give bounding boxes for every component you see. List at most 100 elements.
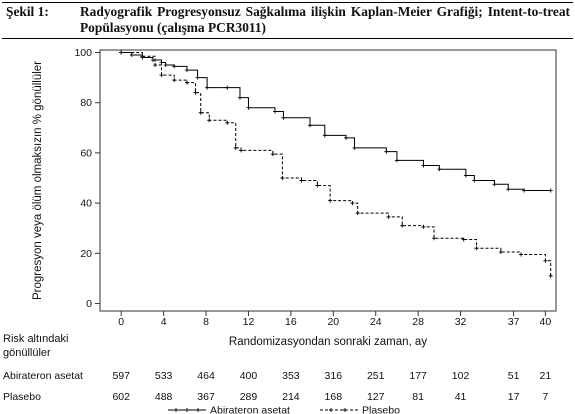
censor-mark — [163, 63, 168, 68]
x-tick-label: 8 — [203, 316, 209, 328]
censor-mark — [352, 145, 357, 150]
risk-value: 316 — [325, 370, 343, 382]
risk-value: 597 — [112, 370, 130, 382]
figure-title: Radyografik Progresyonsuz Sağkalıma iliş… — [80, 4, 570, 35]
risk-value: 127 — [367, 391, 385, 403]
risk-value: 168 — [325, 391, 343, 403]
censor-mark — [140, 54, 145, 59]
x-axis-label: Randomizasyondan sonraki zaman, ay — [229, 336, 427, 348]
censor-mark — [280, 175, 285, 180]
x-tick-label: 37 — [508, 316, 520, 328]
censor-mark — [421, 224, 426, 229]
censor-mark — [506, 187, 511, 192]
risk-value: 81 — [412, 391, 424, 403]
risk-value: 7 — [542, 391, 548, 403]
censor-mark — [315, 183, 320, 188]
censor-mark — [463, 173, 468, 178]
censor-mark — [548, 188, 553, 193]
risk-table-header: gönüllüler — [3, 347, 51, 359]
risk-table-header: Risk altındaki — [3, 333, 68, 345]
x-tick-label: 4 — [161, 316, 167, 328]
top-rule — [2, 2, 573, 3]
censor-mark — [386, 214, 391, 219]
series-line-abiraterone — [121, 52, 551, 192]
legend-label-abiraterone: Abirateron asetat — [210, 405, 290, 414]
censor-mark — [548, 273, 553, 278]
series-line-placebo — [121, 52, 552, 276]
risk-row-label: Plasebo — [3, 391, 41, 403]
censor-mark — [474, 246, 479, 251]
risk-value: 51 — [508, 370, 520, 382]
x-tick-label: 40 — [540, 316, 552, 328]
censor-mark — [233, 145, 238, 150]
risk-value: 251 — [367, 370, 385, 382]
y-tick-label: 100 — [74, 47, 92, 59]
censor-mark — [432, 236, 437, 241]
legend-marker — [174, 408, 178, 412]
y-tick-label: 40 — [80, 198, 92, 210]
x-tick-label: 24 — [370, 316, 382, 328]
risk-row-label: Abirateron asetat — [3, 370, 83, 382]
censor-mark — [239, 148, 244, 153]
legend-label-placebo: Plasebo — [362, 405, 400, 414]
censor-mark — [328, 198, 333, 203]
censor-mark — [159, 60, 164, 65]
x-tick-label: 0 — [118, 316, 124, 328]
risk-value: 400 — [240, 370, 258, 382]
title-bottom-rule — [2, 38, 573, 39]
risk-value: 367 — [197, 391, 215, 403]
censor-mark — [119, 50, 124, 55]
censor-mark — [461, 237, 466, 242]
y-tick-label: 0 — [86, 298, 92, 310]
censor-mark — [184, 68, 189, 73]
x-tick-label: 32 — [455, 316, 467, 328]
censor-mark — [237, 95, 242, 100]
y-tick-label: 60 — [80, 147, 92, 159]
y-tick-label: 80 — [80, 97, 92, 109]
censor-mark — [207, 118, 212, 123]
censor-mark — [153, 63, 158, 68]
censor-mark — [519, 252, 524, 257]
risk-value: 602 — [112, 391, 130, 403]
censor-mark — [246, 105, 251, 110]
y-tick-label: 20 — [80, 248, 92, 260]
risk-value: 464 — [197, 370, 215, 382]
censor-mark — [299, 178, 304, 183]
censor-mark — [355, 211, 360, 216]
legend-marker — [329, 408, 333, 412]
figure-label: Şekil 1: — [6, 4, 49, 19]
censor-mark — [498, 250, 503, 255]
risk-value: 533 — [155, 370, 173, 382]
censor-mark — [172, 64, 177, 69]
x-tick-label: 12 — [243, 316, 255, 328]
censor-mark — [159, 73, 164, 78]
censor-mark — [394, 158, 399, 163]
legend-marker — [185, 408, 189, 412]
censor-mark — [384, 149, 389, 154]
censor-mark — [193, 90, 198, 95]
legend-marker — [343, 408, 347, 412]
censor-mark — [225, 85, 230, 90]
risk-value: 17 — [508, 391, 520, 403]
censor-mark — [421, 163, 426, 168]
censor-mark — [172, 78, 177, 83]
censor-mark — [543, 258, 548, 263]
risk-value: 353 — [282, 370, 300, 382]
censor-mark — [272, 109, 277, 114]
censor-mark — [270, 152, 275, 157]
censor-mark — [225, 120, 230, 125]
censor-mark — [492, 182, 497, 187]
censor-mark — [184, 80, 189, 85]
plot-frame — [99, 49, 557, 312]
censor-mark — [472, 178, 477, 183]
censor-mark — [205, 85, 210, 90]
x-tick-label: 20 — [327, 316, 339, 328]
censor-mark — [195, 75, 200, 80]
risk-value: 289 — [240, 391, 258, 403]
x-tick-label: 16 — [285, 316, 297, 328]
censor-mark — [322, 133, 327, 138]
censor-mark — [344, 135, 349, 140]
censor-mark — [437, 167, 442, 172]
censor-mark — [151, 58, 156, 63]
